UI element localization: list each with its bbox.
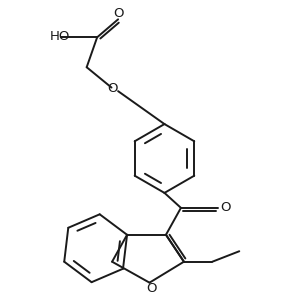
Text: O: O bbox=[221, 201, 231, 214]
Text: O: O bbox=[113, 7, 124, 20]
Text: O: O bbox=[107, 82, 118, 95]
Text: O: O bbox=[146, 282, 156, 295]
Text: HO: HO bbox=[49, 30, 70, 43]
